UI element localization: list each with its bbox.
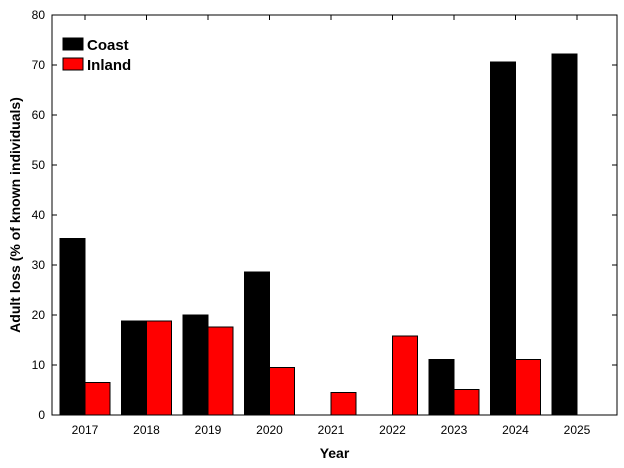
x-tick-label: 2023 <box>441 423 468 437</box>
x-tick-label: 2019 <box>195 423 222 437</box>
bar-inland-2021 <box>330 392 357 416</box>
y-tick-label: 60 <box>32 108 46 122</box>
legend-label-coast: Coast <box>87 37 129 54</box>
y-tick-label: 40 <box>32 208 46 222</box>
x-axis-title: Year <box>320 445 350 461</box>
bar-coast-2017 <box>59 238 86 416</box>
bar-inland-2023 <box>453 389 480 416</box>
bar-inland-2018 <box>146 320 172 416</box>
bar-inland-2017 <box>84 382 111 416</box>
y-axis-title: Adult loss (% of known individuals) <box>7 97 23 333</box>
x-tick-label: 2024 <box>502 423 529 437</box>
bar-coast-2025 <box>551 53 578 416</box>
x-tick-label: 2020 <box>256 423 283 437</box>
y-axis: 0 10 20 30 40 50 60 70 80 <box>32 8 617 422</box>
x-tick-label: 2022 <box>379 423 406 437</box>
y-tick-label: 80 <box>32 8 46 22</box>
bars-group <box>59 53 578 416</box>
legend-label-inland: Inland <box>87 57 131 74</box>
y-tick-label: 30 <box>32 258 46 272</box>
bar-inland-2024 <box>515 359 541 416</box>
legend: Coast Inland <box>62 37 131 74</box>
y-tick-label: 50 <box>32 158 46 172</box>
bar-inland-2020 <box>269 367 295 416</box>
bar-inland-2022 <box>392 335 418 416</box>
bar-coast-2019 <box>182 314 209 416</box>
x-tick-label: 2017 <box>72 423 99 437</box>
x-tick-label: 2018 <box>133 423 160 437</box>
bar-coast-2023 <box>428 359 455 416</box>
x-axis: 2017 2018 2019 2020 2021 2022 2023 2024 2025 <box>72 15 591 437</box>
x-tick-label: 2021 <box>318 423 345 437</box>
y-tick-label: 70 <box>32 58 46 72</box>
bar-coast-2018 <box>121 320 147 416</box>
y-tick-label: 20 <box>32 308 46 322</box>
bar-inland-2019 <box>207 326 234 416</box>
y-tick-label: 10 <box>32 358 46 372</box>
x-tick-label: 2025 <box>564 423 591 437</box>
bar-coast-2020 <box>244 271 270 416</box>
y-tick-label: 0 <box>38 408 45 422</box>
legend-swatch-inland <box>62 57 84 71</box>
legend-swatch-coast <box>62 37 84 51</box>
bar-coast-2024 <box>490 61 516 416</box>
